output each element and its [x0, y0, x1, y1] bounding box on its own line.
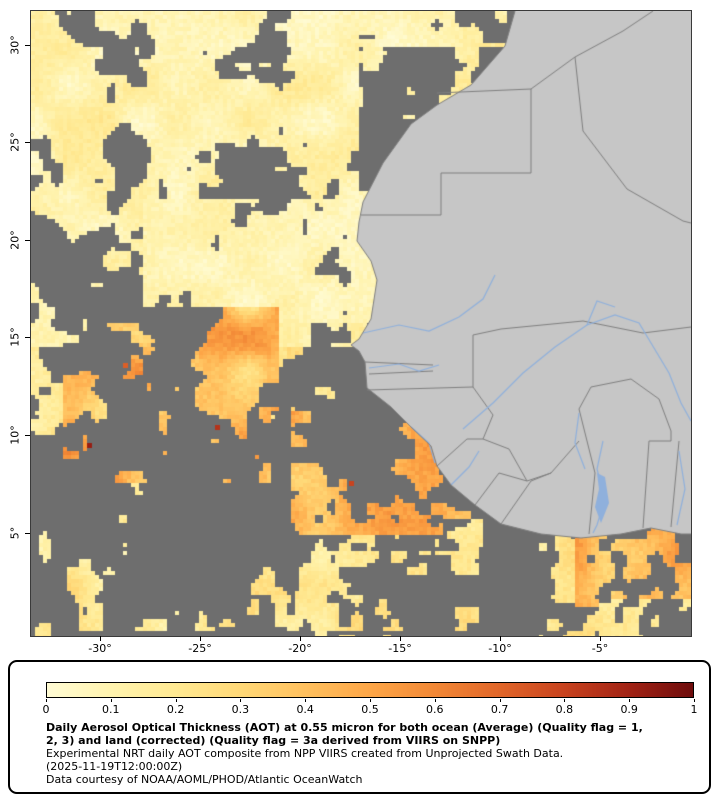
legend-caption: Daily Aerosol Optical Thickness (AOT) at…	[46, 721, 696, 786]
colorbar-tick-label: 0.8	[555, 703, 574, 716]
map-plot-area	[30, 10, 692, 637]
x-axis-tick-mark	[100, 636, 101, 641]
colorbar-tick-mark	[46, 699, 47, 702]
colorbar-tick-mark	[499, 699, 501, 702]
x-axis-tick-mark	[500, 636, 501, 641]
colorbar-tick-label: 0.9	[620, 703, 638, 716]
legend-caption-line: Experimental NRT daily AOT composite fro…	[46, 747, 564, 760]
colorbar-tick-mark	[305, 699, 307, 702]
y-axis-tick-mark	[25, 533, 30, 534]
colorbar-tick-label: 0	[42, 703, 50, 716]
x-axis-tick-mark	[200, 636, 201, 641]
colorbar-tick-mark	[694, 699, 695, 702]
legend-title-line: 2, 3) and land (corrected) (Quality flag…	[46, 734, 501, 747]
y-axis-tick-mark	[25, 435, 30, 436]
colorbar-tick-mark	[370, 699, 371, 702]
colorbar-tick-label: 0.5	[361, 703, 379, 716]
colorbar-tick-label: 1	[690, 703, 698, 716]
y-axis-tick-label: 25°	[8, 132, 22, 152]
colorbar-tick-mark	[629, 699, 631, 702]
colorbar-tick-label: 0.6	[426, 703, 444, 716]
x-axis-tick-mark	[400, 636, 401, 641]
x-axis-tick-label: -30°	[88, 642, 112, 655]
y-axis-tick-label: 5°	[8, 526, 22, 540]
colorbar-tick-mark	[110, 699, 112, 702]
y-axis-tick-mark	[25, 142, 30, 143]
colorbar-tick-label: 0.4	[296, 703, 314, 716]
legend-caption-line: Data courtesy of NOAA/AOML/PHOD/Atlantic…	[46, 773, 363, 786]
colorbar-tick-label: 0.2	[166, 703, 185, 716]
x-axis-tick-label: -5°	[591, 642, 609, 655]
legend-box: 0 0.1 0.2 0.3 0.4 0.5 0.6 0.7 0.8 0.9 1 Daily Aero…	[8, 660, 711, 794]
y-axis-tick-mark	[25, 45, 30, 46]
x-axis-tick-label: -15°	[388, 642, 412, 655]
y-axis-tick-mark	[25, 337, 30, 338]
aot-map-canvas	[31, 11, 691, 636]
colorbar-tick-mark	[240, 699, 242, 702]
y-axis-tick-label: 10°	[8, 425, 22, 445]
legend-title-line: Daily Aerosol Optical Thickness (AOT) at…	[46, 721, 643, 734]
legend-caption-line: (2025-11-19T12:00:00Z)	[46, 760, 183, 773]
x-axis-tick-label: -10°	[488, 642, 512, 655]
colorbar-tick-label: 0.1	[102, 703, 120, 716]
y-axis-tick-label: 30°	[8, 35, 22, 55]
x-axis-tick-label: -20°	[288, 642, 312, 655]
colorbar-tick-label: 0.7	[490, 703, 509, 716]
x-axis-tick-mark	[300, 636, 301, 641]
colorbar-tick-label: 0.3	[231, 703, 250, 716]
x-axis-tick-mark	[600, 636, 601, 641]
y-axis-tick-label: 20°	[8, 230, 22, 250]
colorbar-tick-mark	[434, 699, 436, 702]
colorbar-tick-mark	[175, 699, 177, 702]
colorbar	[46, 682, 694, 698]
x-axis-tick-label: -25°	[188, 642, 212, 655]
y-axis-tick-mark	[25, 240, 30, 241]
y-axis-tick-label: 15°	[8, 327, 22, 347]
colorbar-tick-mark	[564, 699, 566, 702]
